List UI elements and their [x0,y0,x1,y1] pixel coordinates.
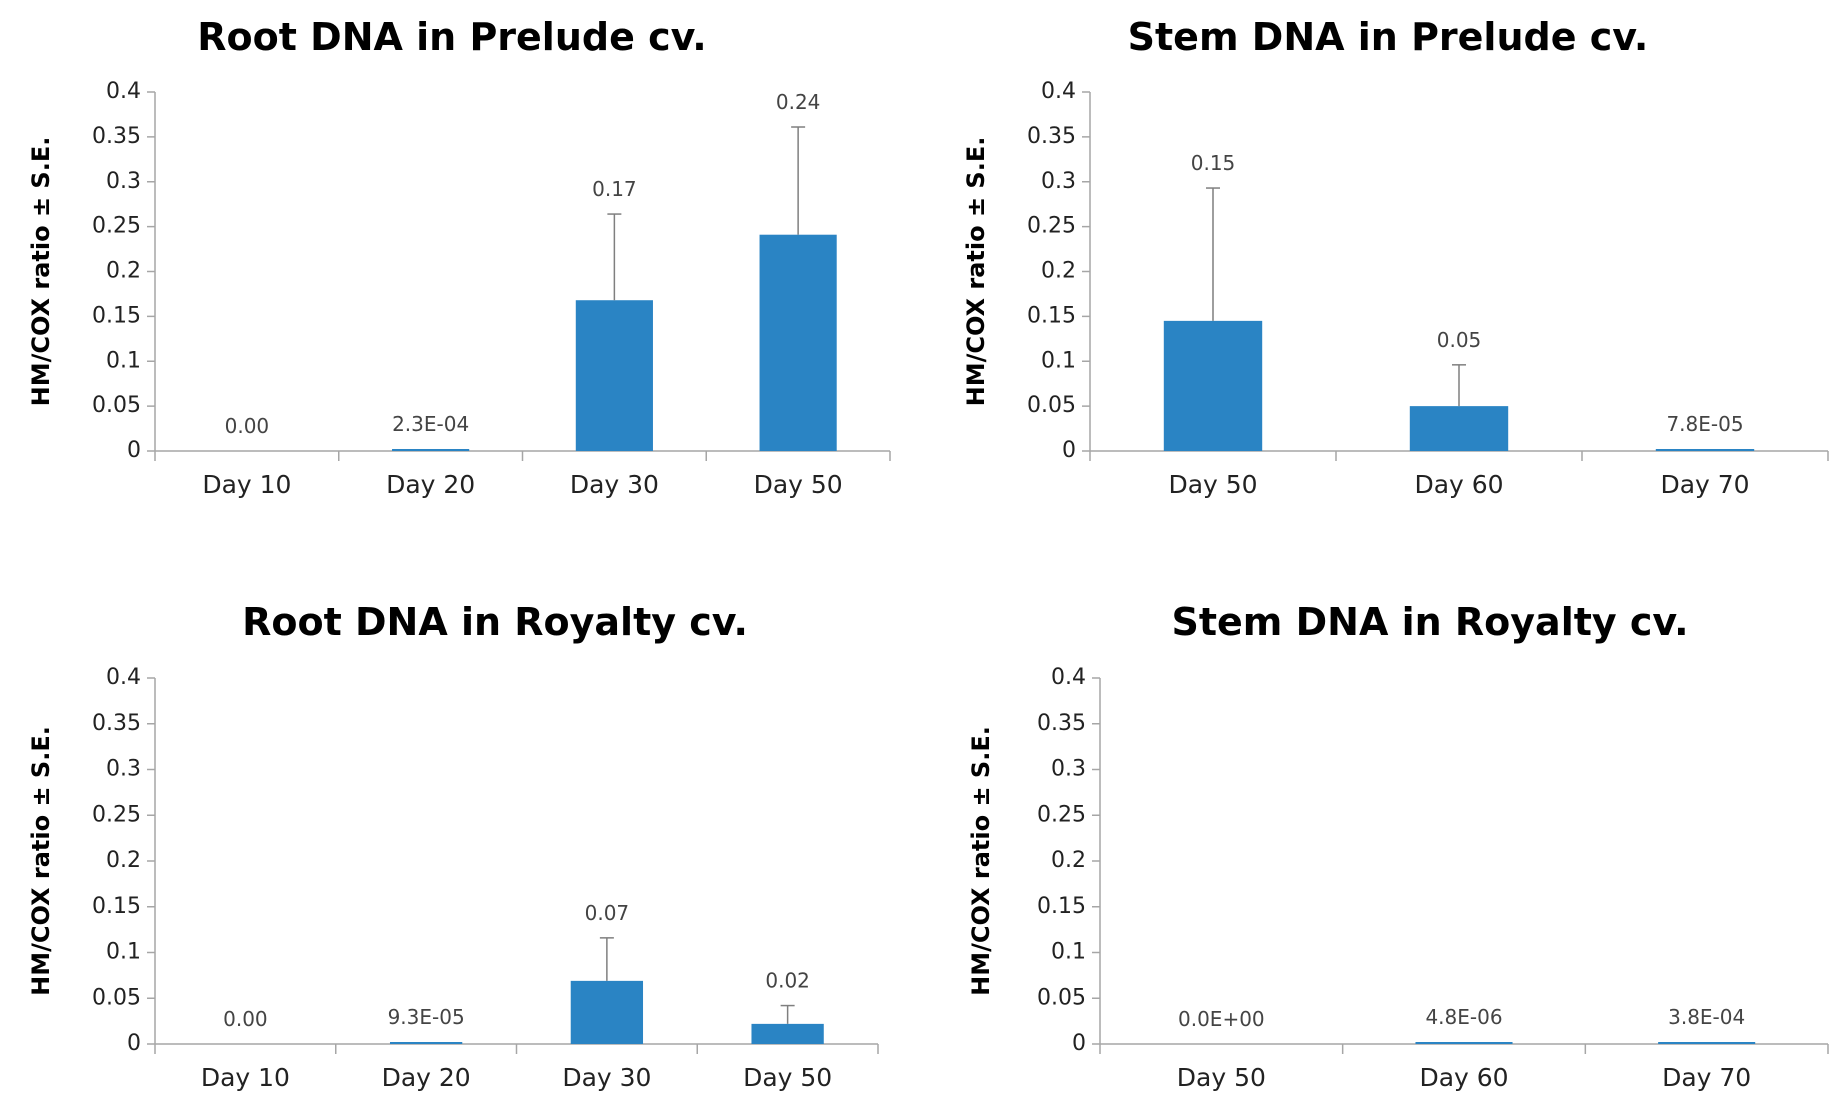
data-label: 0.02 [765,969,810,993]
data-label: 0.07 [585,901,630,925]
bar [392,449,470,451]
y-tick-label: 0.2 [106,259,141,284]
x-tick-label: Day 60 [1414,470,1503,499]
bar [570,980,644,1044]
x-tick-label: Day 30 [562,1063,651,1092]
data-label: 4.8E-06 [1425,1005,1502,1029]
bar [1658,1042,1756,1044]
bar [1163,320,1263,451]
y-tick-label: 0.3 [1051,757,1086,782]
data-label: 2.3E-04 [392,412,469,436]
x-tick-label: Day 20 [386,470,475,499]
y-tick-label: 0.35 [1027,124,1076,149]
chart-panel-3: Root DNA in Royalty cv. HM/COX ratio ± S.… [27,600,879,1092]
y-tick-label: 0.3 [106,169,141,194]
y-tick-label: 0.3 [106,757,141,782]
y-tick-label: 0 [127,438,141,463]
data-label: 9.3E-05 [388,1005,465,1029]
y-tick-label: 0.4 [1051,665,1086,690]
y-axis-label: HM/COX ratio ± S.E. [27,726,55,996]
y-axis-label: HM/COX ratio ± S.E. [967,726,995,996]
y-tick-label: 0.1 [106,348,141,373]
chart-title: Root DNA in Royalty cv. [242,600,748,644]
y-tick-label: 0.15 [92,303,141,328]
x-tick-label: Day 50 [1177,1063,1266,1092]
y-tick-label: 0.05 [92,393,141,418]
y-tick-label: 0.25 [92,802,141,827]
x-tick-label: Day 50 [1168,470,1257,499]
chart-title: Stem DNA in Prelude cv. [1128,15,1649,59]
y-tick-label: 0.1 [106,940,141,965]
y-tick-label: 0.4 [1041,79,1076,104]
bar [1415,1042,1513,1044]
y-tick-label: 0.35 [92,711,141,736]
data-label: 0.05 [1437,328,1482,352]
bar [389,1042,463,1044]
data-label: 0.17 [592,177,637,201]
chart-title: Root DNA in Prelude cv. [197,15,706,59]
y-tick-label: 0.25 [1037,802,1086,827]
y-tick-label: 0.15 [1037,894,1086,919]
chart-panel-2: Stem DNA in Prelude cv. HM/COX ratio ± S.… [962,15,1829,499]
y-tick-label: 0.2 [106,848,141,873]
x-tick-label: Day 10 [201,1063,290,1092]
y-tick-label: 0.1 [1041,348,1076,373]
bar [575,300,653,451]
x-tick-label: Day 70 [1662,1063,1751,1092]
y-tick-label: 0.4 [106,79,141,104]
bar [751,1023,824,1044]
y-tick-label: 0.25 [1027,214,1076,239]
y-tick-label: 0.05 [1027,393,1076,418]
data-label: 7.8E-05 [1666,412,1743,436]
x-tick-label: Day 70 [1660,470,1749,499]
data-label: 0.00 [223,1007,268,1031]
y-tick-label: 0.05 [1037,985,1086,1010]
x-tick-label: Day 20 [382,1063,471,1092]
y-tick-label: 0.35 [92,124,141,149]
y-tick-label: 0.15 [92,894,141,919]
y-tick-label: 0.15 [1027,303,1076,328]
data-label: 3.8E-04 [1668,1005,1745,1029]
chart-panel-4: Stem DNA in Royalty cv. HM/COX ratio ± S.… [967,600,1829,1092]
y-axis-label: HM/COX ratio ± S.E. [962,137,990,407]
y-tick-label: 0.2 [1051,848,1086,873]
data-label: 0.15 [1191,151,1236,175]
x-tick-label: Day 30 [570,470,659,499]
x-tick-label: Day 10 [202,470,291,499]
y-axis-label: HM/COX ratio ± S.E. [27,137,55,407]
y-tick-label: 0.4 [106,665,141,690]
data-label: 0.0E+00 [1178,1007,1265,1031]
x-tick-label: Day 60 [1419,1063,1508,1092]
y-tick-label: 0.1 [1051,940,1086,965]
x-tick-label: Day 50 [754,470,843,499]
y-tick-label: 0.25 [92,214,141,239]
y-tick-label: 0 [127,1031,141,1056]
y-tick-label: 0 [1072,1031,1086,1056]
x-tick-label: Day 50 [743,1063,832,1092]
chart-panel-1: Root DNA in Prelude cv. HM/COX ratio ± S.… [27,15,891,499]
y-tick-label: 0.3 [1041,169,1076,194]
data-label: 0.00 [225,414,270,438]
bar [1409,406,1509,451]
y-tick-label: 0.2 [1041,259,1076,284]
y-tick-label: 0.05 [92,985,141,1010]
bar [759,234,837,451]
bar [1655,449,1755,451]
data-label: 0.24 [776,90,821,114]
chart-title: Stem DNA in Royalty cv. [1171,600,1688,644]
y-tick-label: 0 [1062,438,1076,463]
y-tick-label: 0.35 [1037,711,1086,736]
